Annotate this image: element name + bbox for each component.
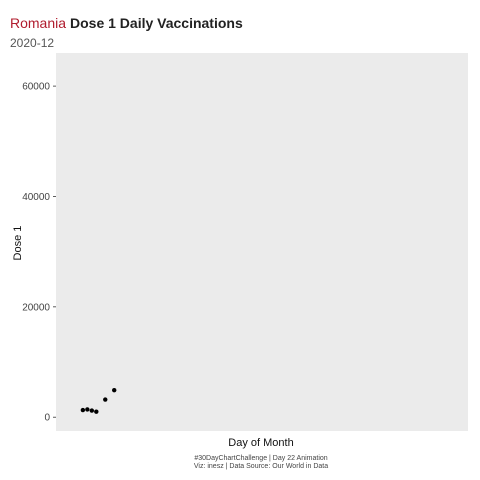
data-point <box>103 397 108 402</box>
y-axis-ticks: 0 20000 40000 60000 <box>22 82 56 424</box>
chart-title-country: Romania <box>10 15 66 31</box>
y-tick-label: 0 <box>44 413 50 424</box>
y-tick-label: 40000 <box>22 192 50 203</box>
y-tick-label: 60000 <box>22 82 50 93</box>
chart-title: Dose 1 Daily Vaccinations <box>70 15 243 31</box>
caption-line-1: #30DayChartChallenge | Day 22 Animation <box>194 455 327 462</box>
y-tick-label: 20000 <box>22 302 50 313</box>
plot-panel <box>56 53 468 431</box>
data-point <box>89 408 95 413</box>
data-points <box>80 387 117 414</box>
data-point <box>94 409 99 414</box>
data-point <box>85 407 90 412</box>
data-point <box>80 407 86 413</box>
y-axis-label: Dose 1 <box>12 226 24 261</box>
data-point <box>112 387 117 393</box>
caption-line-2: Viz: inesz | Data Source: Our World in D… <box>194 463 328 470</box>
chart-subtitle: 2020-12 <box>10 36 54 50</box>
x-axis-label: Day of Month <box>228 437 293 449</box>
